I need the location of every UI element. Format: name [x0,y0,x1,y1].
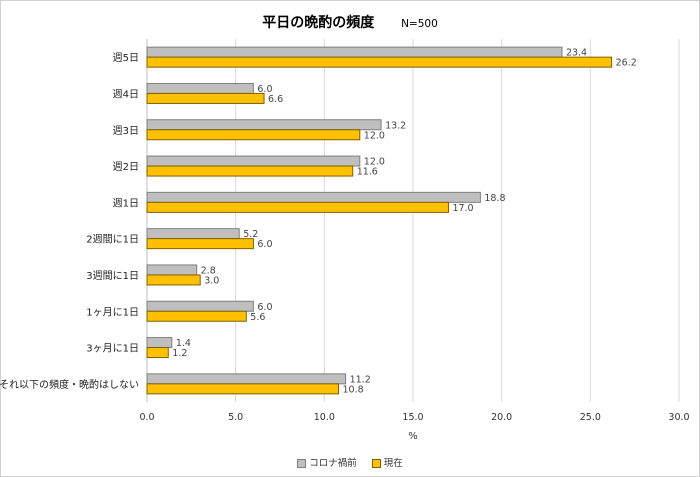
category-label: 週5日 [113,52,139,64]
bar-before [146,119,382,131]
data-label-before: 13.2 [385,120,406,131]
bar-now [146,201,449,213]
legend-item-before: コロナ禍前 [297,455,357,469]
category-label: 2週間に1日 [86,234,139,246]
legend-label-now: 現在 [383,458,403,469]
data-label-now: 5.6 [250,312,265,323]
legend-item-now: 現在 [371,455,403,469]
data-label-before: 23.4 [566,48,587,59]
legend-swatch-now [371,459,381,468]
data-label-before: 11.2 [350,374,371,385]
data-label-now: 12.0 [364,130,385,141]
x-tick-label: 15.0 [402,412,423,423]
bar-before [146,228,240,240]
category-label: 週4日 [113,88,139,100]
x-tick-label: 10.0 [314,412,335,423]
legend-swatch-before [297,459,307,468]
x-axis-label: % [408,431,418,442]
sample-size-note: N=500 [401,18,438,30]
data-label-now: 6.6 [268,94,283,105]
x-tick-label: 0.0 [139,412,154,423]
category-label: それ以下の頻度・晩酌はしない [0,378,139,391]
bar-before [146,264,198,276]
data-label-before: 18.8 [484,193,505,204]
bar-before [146,155,361,167]
chart-title: 平日の晩酌の頻度 [262,15,375,31]
legend-label-before: コロナ禍前 [309,458,357,469]
legend: コロナ禍前 現在 [0,455,700,469]
bar-before [146,300,254,312]
data-label-now: 26.2 [616,58,637,69]
bar-now [146,310,247,322]
data-label-now: 11.6 [357,167,378,178]
category-label: 3週間に1日 [86,270,139,282]
chart-title-block: 平日の晩酌の頻度 N=500 [0,12,700,32]
bar-now [146,274,201,286]
category-label: 1ヶ月に1日 [86,306,139,318]
data-label-now: 10.8 [343,384,364,395]
data-label-now: 3.0 [204,275,219,286]
bar-before [146,82,254,94]
data-label-now: 17.0 [452,203,473,214]
bar-before [146,191,481,203]
bar-now [146,347,169,359]
data-label-now: 1.2 [172,348,187,359]
category-label: 週2日 [113,161,139,173]
data-label-before: 6.0 [257,302,272,313]
bar-now [146,92,265,104]
bar-now [146,165,354,177]
bar-before [146,373,347,385]
x-tick-label: 5.0 [228,412,243,423]
data-label-now: 6.0 [257,239,272,250]
data-label-before: 12.0 [364,157,385,168]
category-label: 週1日 [113,197,139,209]
bar-before [146,337,173,349]
x-tick-label: 20.0 [491,412,512,423]
data-label-before: 5.2 [243,229,258,240]
data-label-before: 1.4 [176,338,191,349]
x-tick-label: 25.0 [580,412,601,423]
category-label: 週3日 [113,125,139,137]
bar-now [146,383,340,395]
data-label-before: 6.0 [257,84,272,95]
bar-now [146,238,254,250]
bar-now [146,56,613,68]
data-label-before: 2.8 [201,265,216,276]
x-tick-label: 30.0 [668,412,689,423]
bar-before [146,46,563,58]
category-label: 3ヶ月に1日 [86,343,139,355]
bar-now [146,129,361,141]
